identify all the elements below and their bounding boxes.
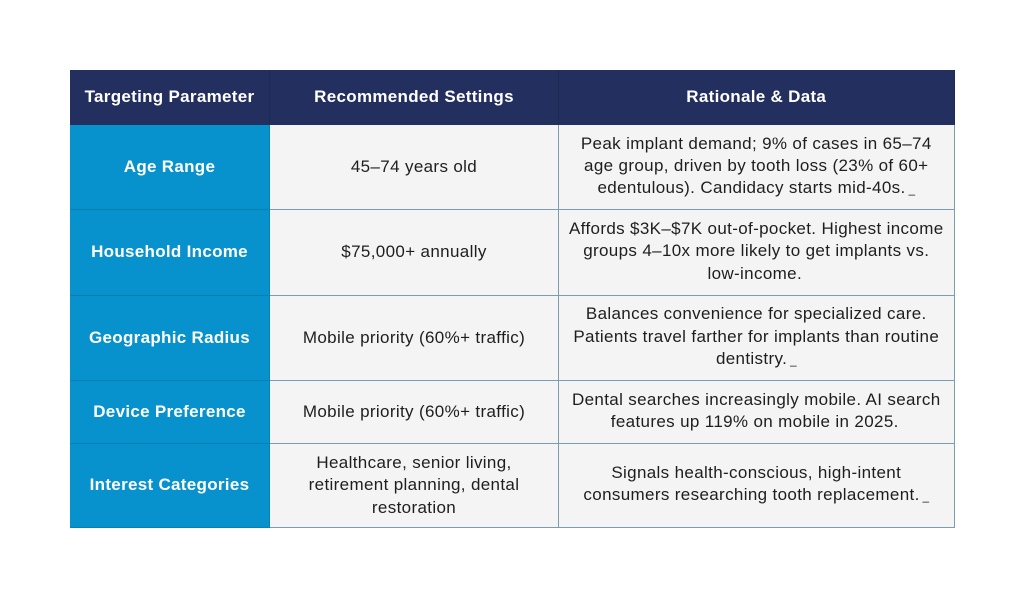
column-header-rationale-data: Rationale & Data — [558, 70, 955, 125]
table-row-age-range: Age Range 45–74 years old Peak implant d… — [70, 123, 955, 211]
parameter-cell-device-preference: Device Preference — [70, 380, 270, 445]
parameter-cell-geographic-radius: Geographic Radius — [70, 294, 270, 382]
rationale-cell-interest-categories: Signals health-conscious, high-intent co… — [558, 443, 955, 528]
parameter-cell-age-range: Age Range — [70, 123, 270, 211]
settings-cell-interest-categories: Healthcare, senior living, retirement pl… — [269, 443, 559, 528]
settings-cell-household-income: $75,000+ annually — [269, 209, 559, 296]
rationale-text: Balances convenience for specialized car… — [573, 304, 940, 369]
citation-marker: _ — [922, 491, 930, 504]
settings-cell-geographic-radius: Mobile priority (60%+ traffic) — [269, 294, 559, 382]
table-row-geographic-radius: Geographic Radius Mobile priority (60%+ … — [70, 294, 955, 382]
citation-marker: _ — [790, 355, 797, 368]
rationale-text: Signals health-conscious, high-intent co… — [583, 463, 920, 505]
rationale-cell-age-range: Peak implant demand; 9% of cases in 65–7… — [558, 123, 955, 211]
rationale-cell-geographic-radius: Balances convenience for specialized car… — [558, 294, 955, 382]
targeting-parameters-table: Targeting Parameter Recommended Settings… — [70, 70, 955, 528]
settings-cell-device-preference: Mobile priority (60%+ traffic) — [269, 380, 559, 445]
rationale-cell-household-income: Affords $3K–$7K out-of-pocket. Highest i… — [558, 209, 955, 296]
column-header-targeting-parameter: Targeting Parameter — [70, 70, 270, 125]
rationale-text: Peak implant demand; 9% of cases in 65–7… — [580, 133, 932, 198]
citation-marker: _ — [908, 184, 916, 197]
rationale-text: Affords $3K–$7K out-of-pocket. Highest i… — [568, 219, 944, 283]
table-row-interest-categories: Interest Categories Healthcare, senior l… — [70, 443, 955, 528]
rationale-text: Dental searches increasingly mobile. AI … — [571, 389, 941, 432]
settings-cell-age-range: 45–74 years old — [269, 123, 559, 211]
rationale-cell-device-preference: Dental searches increasingly mobile. AI … — [558, 380, 955, 445]
column-header-recommended-settings: Recommended Settings — [269, 70, 559, 125]
table-row-device-preference: Device Preference Mobile priority (60%+ … — [70, 380, 955, 445]
header-row: Targeting Parameter Recommended Settings… — [70, 70, 955, 125]
parameter-cell-household-income: Household Income — [70, 209, 270, 296]
table-row-household-income: Household Income $75,000+ annually Affor… — [70, 209, 955, 296]
parameter-cell-interest-categories: Interest Categories — [70, 443, 270, 528]
